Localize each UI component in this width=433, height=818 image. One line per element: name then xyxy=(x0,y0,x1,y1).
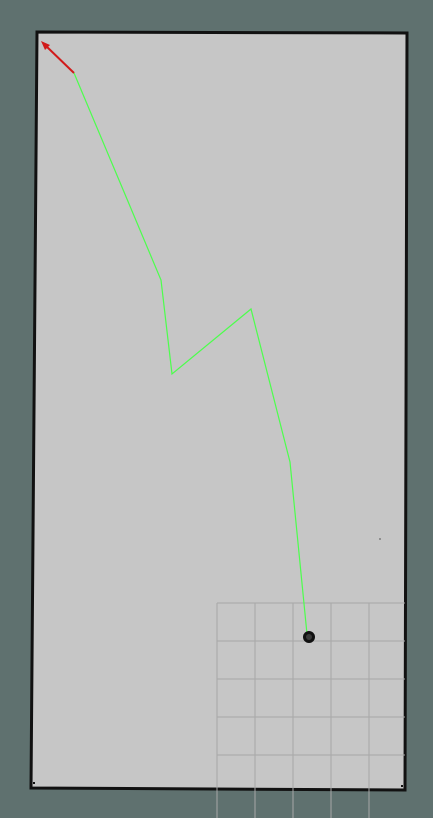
planned-path xyxy=(73,72,308,635)
goal-arrow-icon[interactable] xyxy=(41,41,75,74)
map-noise xyxy=(33,31,403,787)
map-free-space xyxy=(31,32,407,790)
map-boundary xyxy=(29,30,409,792)
robot-icon[interactable] xyxy=(303,631,315,643)
